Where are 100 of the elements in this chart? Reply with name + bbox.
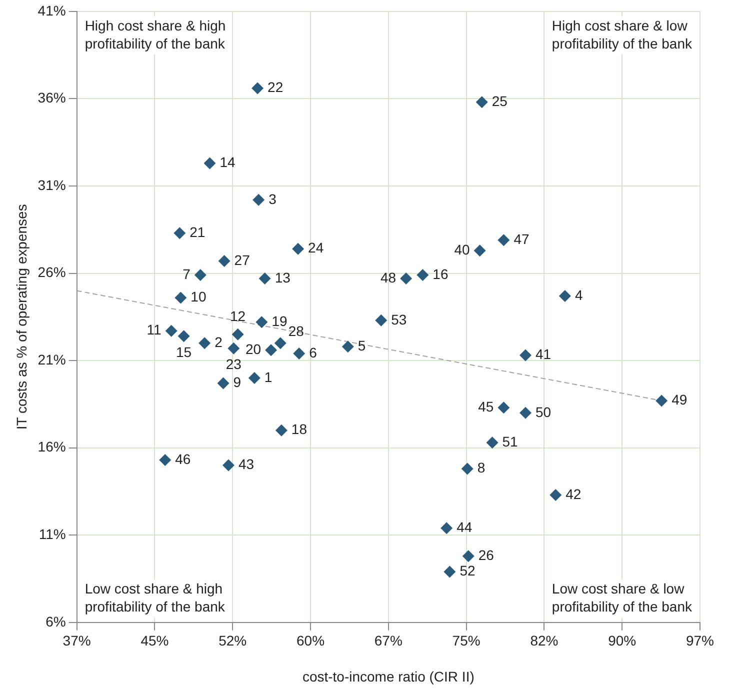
point bbox=[165, 324, 178, 337]
annotation: 1 bbox=[264, 368, 272, 385]
annotation: 43 bbox=[238, 456, 254, 472]
annotation: 22 bbox=[268, 79, 284, 96]
x-tick-label: 37% bbox=[62, 632, 91, 649]
point bbox=[194, 269, 206, 282]
point bbox=[486, 436, 498, 449]
annotation: 26 bbox=[478, 546, 494, 563]
annotation: 11 bbox=[146, 322, 162, 338]
annotation: 48 bbox=[380, 269, 396, 286]
point bbox=[416, 269, 429, 282]
x-tick-label: 82% bbox=[530, 632, 558, 649]
annotation: 6 bbox=[309, 344, 318, 360]
annotation: 7 bbox=[182, 266, 191, 282]
point bbox=[198, 337, 211, 350]
x-axis-title: cost-to-income ratio (CIR II) bbox=[302, 668, 474, 684]
y-tick-label: 6% bbox=[46, 613, 66, 630]
x-tick-label: 90% bbox=[608, 632, 636, 649]
point bbox=[656, 394, 668, 407]
point bbox=[159, 454, 172, 466]
point bbox=[232, 328, 244, 340]
x-tick-label: 45% bbox=[140, 632, 169, 649]
point bbox=[228, 342, 240, 354]
point bbox=[440, 522, 453, 534]
x-tick-label: 52% bbox=[218, 632, 247, 649]
point bbox=[222, 459, 234, 472]
annotation: 28 bbox=[288, 322, 304, 339]
annotation: Low cost share & high profitability of the bank bbox=[84, 580, 226, 614]
annotation: 40 bbox=[454, 241, 470, 258]
annotation: 13 bbox=[274, 269, 291, 286]
annotation: 52 bbox=[460, 562, 476, 579]
annotation: 12 bbox=[230, 308, 246, 324]
point bbox=[400, 272, 412, 284]
annotation: 14 bbox=[220, 154, 236, 170]
annotation: 42 bbox=[566, 486, 582, 502]
annotation: 8 bbox=[477, 460, 486, 476]
y-axis-title: IT costs as % of operating expenses bbox=[13, 204, 30, 430]
point bbox=[520, 406, 532, 419]
x-tick-label: 67% bbox=[374, 632, 402, 649]
annotation: 46 bbox=[175, 450, 191, 467]
point bbox=[178, 330, 190, 342]
x-tick-label: 60% bbox=[296, 632, 325, 649]
annotation: 47 bbox=[514, 230, 530, 247]
annotation: Low cost share & low profitability of the bank bbox=[552, 580, 693, 614]
annotation: 4 bbox=[574, 286, 583, 303]
point bbox=[265, 344, 278, 356]
annotation: 23 bbox=[226, 356, 242, 372]
annotation: 27 bbox=[234, 252, 250, 268]
annotation: 51 bbox=[502, 433, 518, 450]
annotation: 44 bbox=[456, 518, 472, 535]
point bbox=[204, 157, 216, 170]
point bbox=[342, 340, 354, 353]
point bbox=[252, 194, 265, 206]
annotation: 45 bbox=[478, 398, 494, 415]
annotation: 9 bbox=[233, 374, 242, 390]
annotation: 19 bbox=[272, 312, 288, 329]
annotation: 24 bbox=[308, 240, 324, 256]
y-tick-label: 41% bbox=[38, 2, 66, 18]
annotation: 15 bbox=[176, 344, 192, 360]
point bbox=[498, 402, 510, 414]
point bbox=[174, 227, 186, 240]
annotation: 21 bbox=[190, 224, 206, 240]
point bbox=[274, 337, 286, 350]
point bbox=[375, 314, 388, 326]
point bbox=[462, 550, 474, 562]
point bbox=[461, 462, 474, 475]
annotation: 3 bbox=[268, 190, 277, 207]
point bbox=[292, 242, 304, 255]
annotation: 5 bbox=[358, 337, 366, 354]
annotation: 49 bbox=[672, 392, 688, 408]
annotation: High cost share & high profitability of the bank bbox=[84, 17, 226, 52]
point bbox=[218, 255, 230, 268]
point bbox=[498, 234, 510, 246]
annotation: 20 bbox=[245, 340, 262, 357]
annotation: 50 bbox=[536, 404, 552, 420]
y-tick-label: 21% bbox=[38, 351, 66, 368]
point bbox=[476, 96, 488, 108]
point bbox=[275, 424, 288, 436]
annotation: 53 bbox=[391, 311, 407, 328]
annotation: High cost share & low profitability of the bank bbox=[552, 17, 693, 52]
point bbox=[217, 377, 230, 390]
y-tick-label: 16% bbox=[38, 438, 66, 455]
annotation: 25 bbox=[492, 93, 508, 110]
point bbox=[444, 566, 456, 578]
point bbox=[474, 244, 486, 257]
y-tick-label: 31% bbox=[38, 176, 66, 193]
point bbox=[256, 316, 268, 328]
annotation: 16 bbox=[432, 266, 448, 282]
y-tick-label: 26% bbox=[38, 264, 66, 280]
point bbox=[550, 488, 562, 501]
point bbox=[258, 272, 271, 284]
point bbox=[174, 292, 187, 304]
annotation: 2 bbox=[214, 334, 223, 350]
x-tick-label: 97% bbox=[686, 632, 714, 649]
annotation: 18 bbox=[291, 421, 308, 438]
x-tick-label: 75% bbox=[452, 632, 480, 649]
point bbox=[520, 349, 532, 362]
point bbox=[252, 82, 264, 94]
annotation: 10 bbox=[190, 288, 206, 305]
y-tick-label: 36% bbox=[38, 90, 66, 106]
